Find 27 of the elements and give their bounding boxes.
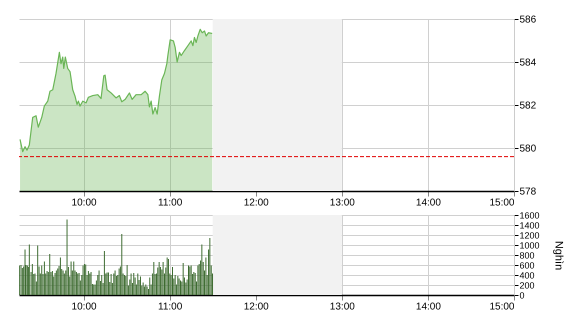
x-tick-label: 13:00 [330, 198, 356, 208]
x-tick-label: 12:00 [244, 198, 270, 208]
y-tick-label: 0 [520, 290, 525, 300]
x-tick-label: 10:00 [72, 198, 98, 208]
x-tick-label: 13:00 [330, 302, 356, 312]
x-tick-label: 11:00 [158, 198, 183, 208]
y-tick-label: 400 [520, 270, 535, 280]
y-tick-label: 578 [520, 186, 537, 198]
x-tick-label: 11:00 [158, 302, 183, 312]
y-tick-label: 1000 [520, 240, 540, 250]
y-tick-label: 586 [520, 14, 537, 26]
y-axis-title: Nghìn [552, 240, 565, 270]
x-tick-label: 14:00 [416, 198, 442, 208]
y-tick-label: 600 [520, 260, 535, 270]
y-tick-label: 1600 [520, 210, 540, 220]
y-tick-label: 1200 [520, 230, 540, 240]
x-tick-label: 14:00 [416, 302, 442, 312]
x-tick-label: 10:00 [72, 302, 98, 312]
x-tick-label: 12:00 [244, 302, 270, 312]
y-tick-label: 580 [520, 144, 537, 154]
y-tick-label: 582 [520, 100, 537, 112]
y-tick-label: 584 [520, 58, 537, 68]
y-tick-label: 1400 [520, 220, 540, 230]
y-tick-label: 200 [520, 280, 535, 290]
y-tick-label: 800 [520, 250, 535, 260]
x-tick-label: 15:00 [489, 198, 515, 208]
x-tick-label: 15:00 [489, 302, 515, 312]
